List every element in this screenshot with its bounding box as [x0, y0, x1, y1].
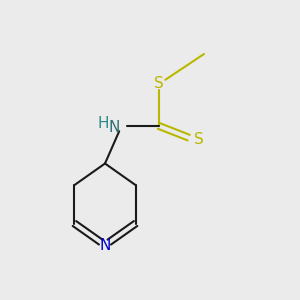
Text: S: S	[194, 132, 204, 147]
Text: S: S	[154, 76, 164, 92]
Text: N: N	[108, 120, 120, 135]
Text: H: H	[97, 116, 109, 131]
Text: N: N	[99, 238, 111, 253]
